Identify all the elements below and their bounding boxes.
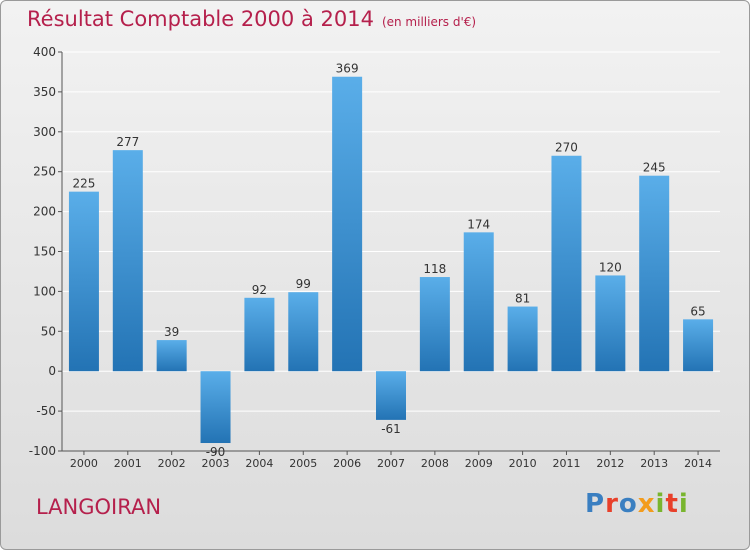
logo-letter: i xyxy=(678,489,689,519)
bar-2008 xyxy=(419,277,450,372)
y-tick-label: 300 xyxy=(33,125,56,139)
labels-layer: -100 -50 0 50 100 150 200 250 300 350 400 225 2000 27… xyxy=(29,45,712,470)
y-tick-label: 0 xyxy=(48,364,56,378)
bar-2003 xyxy=(200,371,231,444)
logo-letter: o xyxy=(618,489,638,519)
y-tick-label: 350 xyxy=(33,85,56,99)
logo-letter: x xyxy=(637,489,656,519)
x-tick-label-2011: 2011 xyxy=(552,457,580,470)
data-label-2000: 225 xyxy=(72,177,95,191)
bar-2014 xyxy=(683,319,714,372)
data-label-2001: 277 xyxy=(116,135,139,149)
y-tick-label: 150 xyxy=(33,245,56,259)
bar-2013 xyxy=(639,175,670,372)
bar-2000 xyxy=(68,191,99,372)
y-tick-label: 250 xyxy=(33,165,56,179)
bar-2007 xyxy=(376,371,406,420)
bar-2001 xyxy=(112,150,143,372)
data-label-2009: 174 xyxy=(467,217,490,231)
data-label-2008: 118 xyxy=(423,262,446,276)
x-tick-label-2014: 2014 xyxy=(684,457,712,470)
x-tick-label-2012: 2012 xyxy=(596,457,624,470)
bar-2010 xyxy=(507,306,538,372)
y-tick-label: 400 xyxy=(33,45,56,59)
chart-title: Résultat Comptable 2000 à 2014 xyxy=(27,7,374,31)
data-label-2011: 270 xyxy=(555,141,578,155)
logo-letter: P xyxy=(585,489,606,519)
place-name: LANGOIRAN xyxy=(36,495,162,519)
x-tick-label-2008: 2008 xyxy=(421,457,449,470)
x-tick-label-2001: 2001 xyxy=(114,457,142,470)
x-tick-label-2003: 2003 xyxy=(202,457,230,470)
x-tick-label-2010: 2010 xyxy=(509,457,537,470)
logo-letter: r xyxy=(605,489,619,519)
data-label-2003: -90 xyxy=(206,445,226,459)
bar-2006 xyxy=(332,76,363,372)
x-tick-label-2005: 2005 xyxy=(289,457,317,470)
x-tick-label-2007: 2007 xyxy=(377,457,405,470)
data-label-2014: 65 xyxy=(690,304,705,318)
y-tick-label: -50 xyxy=(36,404,56,418)
y-tick-label: -100 xyxy=(29,444,56,458)
bar-2012 xyxy=(595,275,626,372)
chart-title-block: Résultat Comptable 2000 à 2014 (en millie… xyxy=(27,7,476,31)
x-tick-label-2009: 2009 xyxy=(465,457,493,470)
data-label-2007: -61 xyxy=(381,422,401,436)
data-label-2002: 39 xyxy=(164,325,179,339)
data-label-2010: 81 xyxy=(515,292,530,306)
data-label-2004: 92 xyxy=(252,283,267,297)
x-tick-label-2006: 2006 xyxy=(333,457,361,470)
data-label-2006: 369 xyxy=(336,62,359,76)
x-tick-label-2013: 2013 xyxy=(640,457,668,470)
y-tick-label: 200 xyxy=(33,205,56,219)
proxiti-logo[interactable]: Proxiti xyxy=(585,489,689,519)
y-tick-label: 100 xyxy=(33,284,56,298)
bar-2004 xyxy=(244,297,275,372)
x-tick-label-2000: 2000 xyxy=(70,457,98,470)
bar-2005 xyxy=(288,292,319,372)
bar-2011 xyxy=(551,155,582,372)
x-tick-label-2002: 2002 xyxy=(158,457,186,470)
chart-subtitle: (en milliers d'€) xyxy=(381,15,477,29)
bar-2009 xyxy=(463,232,494,372)
data-label-2013: 245 xyxy=(643,161,666,175)
bar-2002 xyxy=(156,340,187,372)
x-tick-label-2004: 2004 xyxy=(245,457,273,470)
logo-letter: t xyxy=(665,489,679,519)
y-tick-label: 50 xyxy=(41,324,56,338)
logo-letter: i xyxy=(655,489,666,519)
data-label-2005: 99 xyxy=(296,277,311,291)
bars-layer xyxy=(68,76,714,444)
data-label-2012: 120 xyxy=(599,260,622,274)
